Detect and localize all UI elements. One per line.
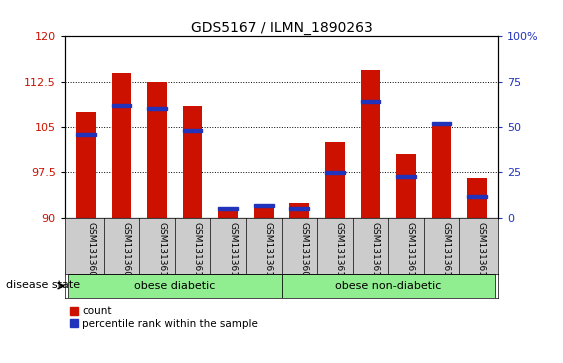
Bar	[148, 82, 167, 218]
Bar	[289, 207, 309, 210]
Text: obese non-diabetic: obese non-diabetic	[335, 281, 441, 291]
Text: GSM1313609: GSM1313609	[122, 222, 131, 283]
Bar	[77, 112, 96, 218]
Text: GSM1313618: GSM1313618	[263, 222, 272, 283]
Text: obese diabetic: obese diabetic	[134, 281, 216, 291]
Bar	[254, 206, 274, 218]
Text: GSM1313607: GSM1313607	[86, 222, 95, 283]
Bar	[218, 207, 238, 210]
Legend: count, percentile rank within the sample: count, percentile rank within the sample	[70, 306, 258, 329]
Bar	[148, 107, 167, 110]
Bar	[282, 274, 495, 298]
Bar	[432, 122, 451, 125]
Text: disease state: disease state	[6, 280, 80, 290]
Text: GSM1313608: GSM1313608	[300, 222, 309, 283]
Bar	[289, 203, 309, 218]
Text: GSM1313611: GSM1313611	[193, 222, 202, 283]
Bar	[360, 100, 380, 103]
Bar	[77, 133, 96, 136]
Bar	[467, 179, 486, 218]
Bar	[112, 104, 131, 107]
Bar	[467, 195, 486, 197]
Text: GSM1313612: GSM1313612	[335, 222, 344, 283]
Bar	[325, 171, 345, 174]
Bar	[396, 175, 415, 178]
Bar	[396, 154, 415, 218]
Bar	[183, 129, 203, 132]
Text: GSM1313617: GSM1313617	[477, 222, 486, 283]
Text: GSM1313615: GSM1313615	[441, 222, 450, 283]
Bar	[68, 274, 282, 298]
Bar	[360, 70, 380, 218]
Text: GSM1313614: GSM1313614	[406, 222, 415, 283]
Title: GDS5167 / ILMN_1890263: GDS5167 / ILMN_1890263	[191, 21, 372, 35]
Text: GSM1313616: GSM1313616	[228, 222, 237, 283]
Bar	[112, 73, 131, 218]
Text: GSM1313613: GSM1313613	[370, 222, 379, 283]
Bar	[218, 209, 238, 218]
Text: GSM1313610: GSM1313610	[157, 222, 166, 283]
Bar	[325, 142, 345, 218]
Bar	[432, 124, 451, 218]
Bar	[183, 106, 203, 218]
Bar	[254, 204, 274, 207]
